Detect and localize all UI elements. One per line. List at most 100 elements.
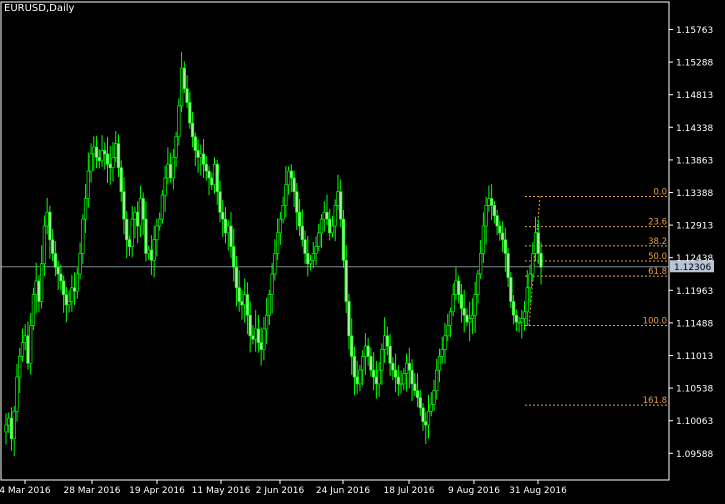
candle-body	[314, 246, 318, 254]
candle-body	[330, 225, 335, 234]
price-axis-label: 1.13388	[676, 189, 713, 199]
candle-body	[514, 314, 518, 323]
candle-body	[451, 294, 455, 313]
candle-body	[391, 362, 395, 371]
candle-body	[92, 146, 96, 155]
candle-body	[465, 314, 469, 323]
candle-body	[133, 211, 137, 220]
candle-body	[498, 225, 502, 234]
candle-body	[369, 356, 373, 371]
candle-body	[448, 311, 453, 326]
candle-body	[221, 211, 225, 220]
candle-body	[141, 198, 145, 220]
candle-body	[185, 88, 189, 103]
candle-body	[182, 67, 186, 90]
candle-body	[196, 150, 200, 158]
candle-body	[478, 253, 483, 275]
candle-body	[347, 301, 351, 337]
candle-body	[402, 373, 406, 385]
candle-body	[319, 218, 324, 234]
candle-body	[254, 328, 258, 340]
candle-body	[256, 328, 261, 344]
candle-body	[481, 225, 486, 254]
candle-body	[78, 253, 82, 275]
candle-body	[336, 191, 340, 206]
candle-body	[457, 280, 461, 295]
candle-body	[363, 345, 368, 357]
candle-body	[328, 218, 332, 234]
candle-body	[234, 266, 239, 289]
candle-body	[396, 376, 400, 385]
price-axis-label: 1.12913	[676, 222, 713, 232]
candle-body	[119, 167, 123, 193]
candle-body	[520, 318, 524, 323]
candle-body	[37, 280, 41, 302]
candle-body	[333, 205, 337, 227]
candle-body	[489, 198, 494, 206]
fibonacci-retracement[interactable]: 0.0 23.6 38.2 50.0 61.8 100.0 161.8	[525, 187, 669, 406]
candle-body	[179, 67, 184, 107]
candle-body	[108, 163, 112, 169]
candle-body	[103, 150, 107, 155]
date-axis-label: 11 May 2016	[192, 486, 251, 496]
candle-body	[40, 263, 44, 302]
candle-body	[284, 184, 288, 206]
price-axis-label: 1.14813	[676, 91, 713, 101]
chart-title: EURUSD,Daily	[4, 3, 75, 14]
candle-body	[341, 218, 346, 261]
candle-body	[350, 335, 354, 357]
candle-body	[48, 211, 52, 241]
date-axis-label: 31 Aug 2016	[509, 486, 567, 496]
candle-body	[4, 424, 8, 433]
candle-body	[443, 335, 447, 350]
candle-body	[229, 225, 233, 247]
price-axis-label: 1.09588	[676, 450, 713, 460]
candle-body	[7, 417, 11, 426]
fib-trendline	[528, 196, 541, 326]
candle-body	[210, 177, 214, 186]
candle-body	[56, 266, 60, 275]
price-axis-label: 1.15288	[676, 59, 713, 69]
candle-body	[459, 294, 464, 309]
candle-body	[207, 170, 211, 179]
candle-body	[424, 421, 428, 426]
candle-body	[297, 211, 302, 227]
candle-body	[295, 191, 299, 213]
candle-body	[20, 342, 25, 357]
candle-body	[522, 311, 527, 319]
candle-body	[204, 163, 208, 172]
candle-body	[163, 177, 167, 196]
candle-body	[248, 314, 252, 337]
candle-body	[136, 211, 140, 227]
candle-body	[388, 345, 392, 364]
candle-body	[160, 194, 165, 220]
candle-body	[188, 102, 192, 124]
candle-body	[536, 232, 540, 254]
candle-body	[306, 253, 310, 265]
price-axis-label: 1.15763	[676, 26, 713, 36]
candle-body	[259, 342, 263, 350]
candle-body	[317, 232, 321, 247]
candle-body	[374, 376, 379, 385]
candle-body	[171, 157, 176, 179]
candle-body	[407, 362, 411, 371]
candle-body	[81, 218, 85, 254]
candle-body	[358, 369, 362, 385]
candle-body	[116, 143, 121, 169]
candle-body	[155, 225, 159, 241]
candle-body	[462, 308, 466, 316]
date-axis-label: 28 Mar 2016	[63, 486, 120, 496]
candle-body	[528, 273, 532, 289]
candle-body	[223, 218, 228, 234]
price-axis-label: 1.11963	[676, 287, 713, 297]
candle-body	[240, 301, 244, 306]
price-axis-label: 1.13863	[676, 156, 713, 166]
candle-body	[429, 404, 433, 412]
date-axis-label: 2 Jun 2016	[256, 486, 305, 496]
candle-body	[243, 294, 247, 306]
candle-body	[399, 383, 403, 386]
candle-body	[286, 170, 291, 186]
candle-body	[432, 390, 436, 405]
